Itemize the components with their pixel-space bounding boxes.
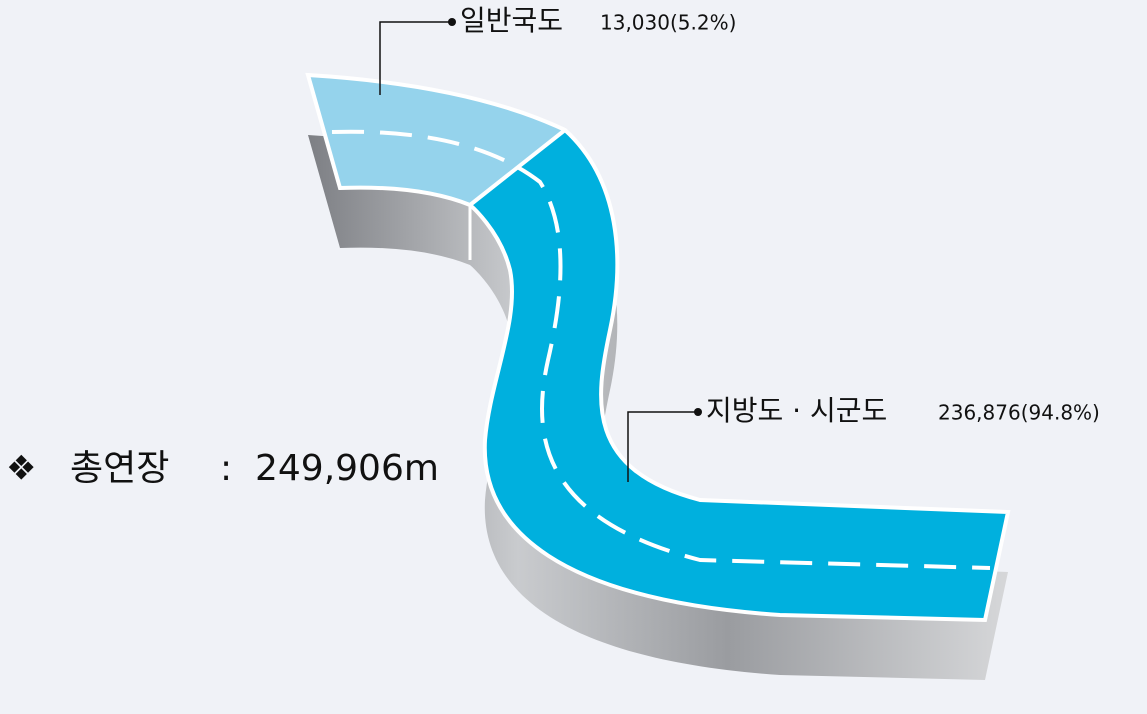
- road-surface: [305, 72, 1011, 623]
- segment-divider: [468, 128, 567, 207]
- total-value: 249,906m: [255, 448, 439, 489]
- total-separator: :: [220, 448, 232, 489]
- segment-name: 일반국도: [460, 4, 563, 37]
- total-label: 총연장: [70, 448, 169, 489]
- road-wall: [308, 135, 1008, 680]
- segment-detail: 13,030(5.2%): [600, 11, 736, 35]
- total-bullet: ❖: [6, 449, 36, 489]
- road-segment-local: [470, 72, 1011, 623]
- leader-line: [379, 21, 450, 95]
- segment-detail: 236,876(94.8%): [938, 401, 1100, 425]
- leader-line: [627, 411, 696, 482]
- center-line: [331, 129, 991, 570]
- segment-name: 지방도 · 시군도: [706, 394, 887, 427]
- leader-dot: [694, 408, 702, 416]
- leader-dot: [448, 18, 456, 26]
